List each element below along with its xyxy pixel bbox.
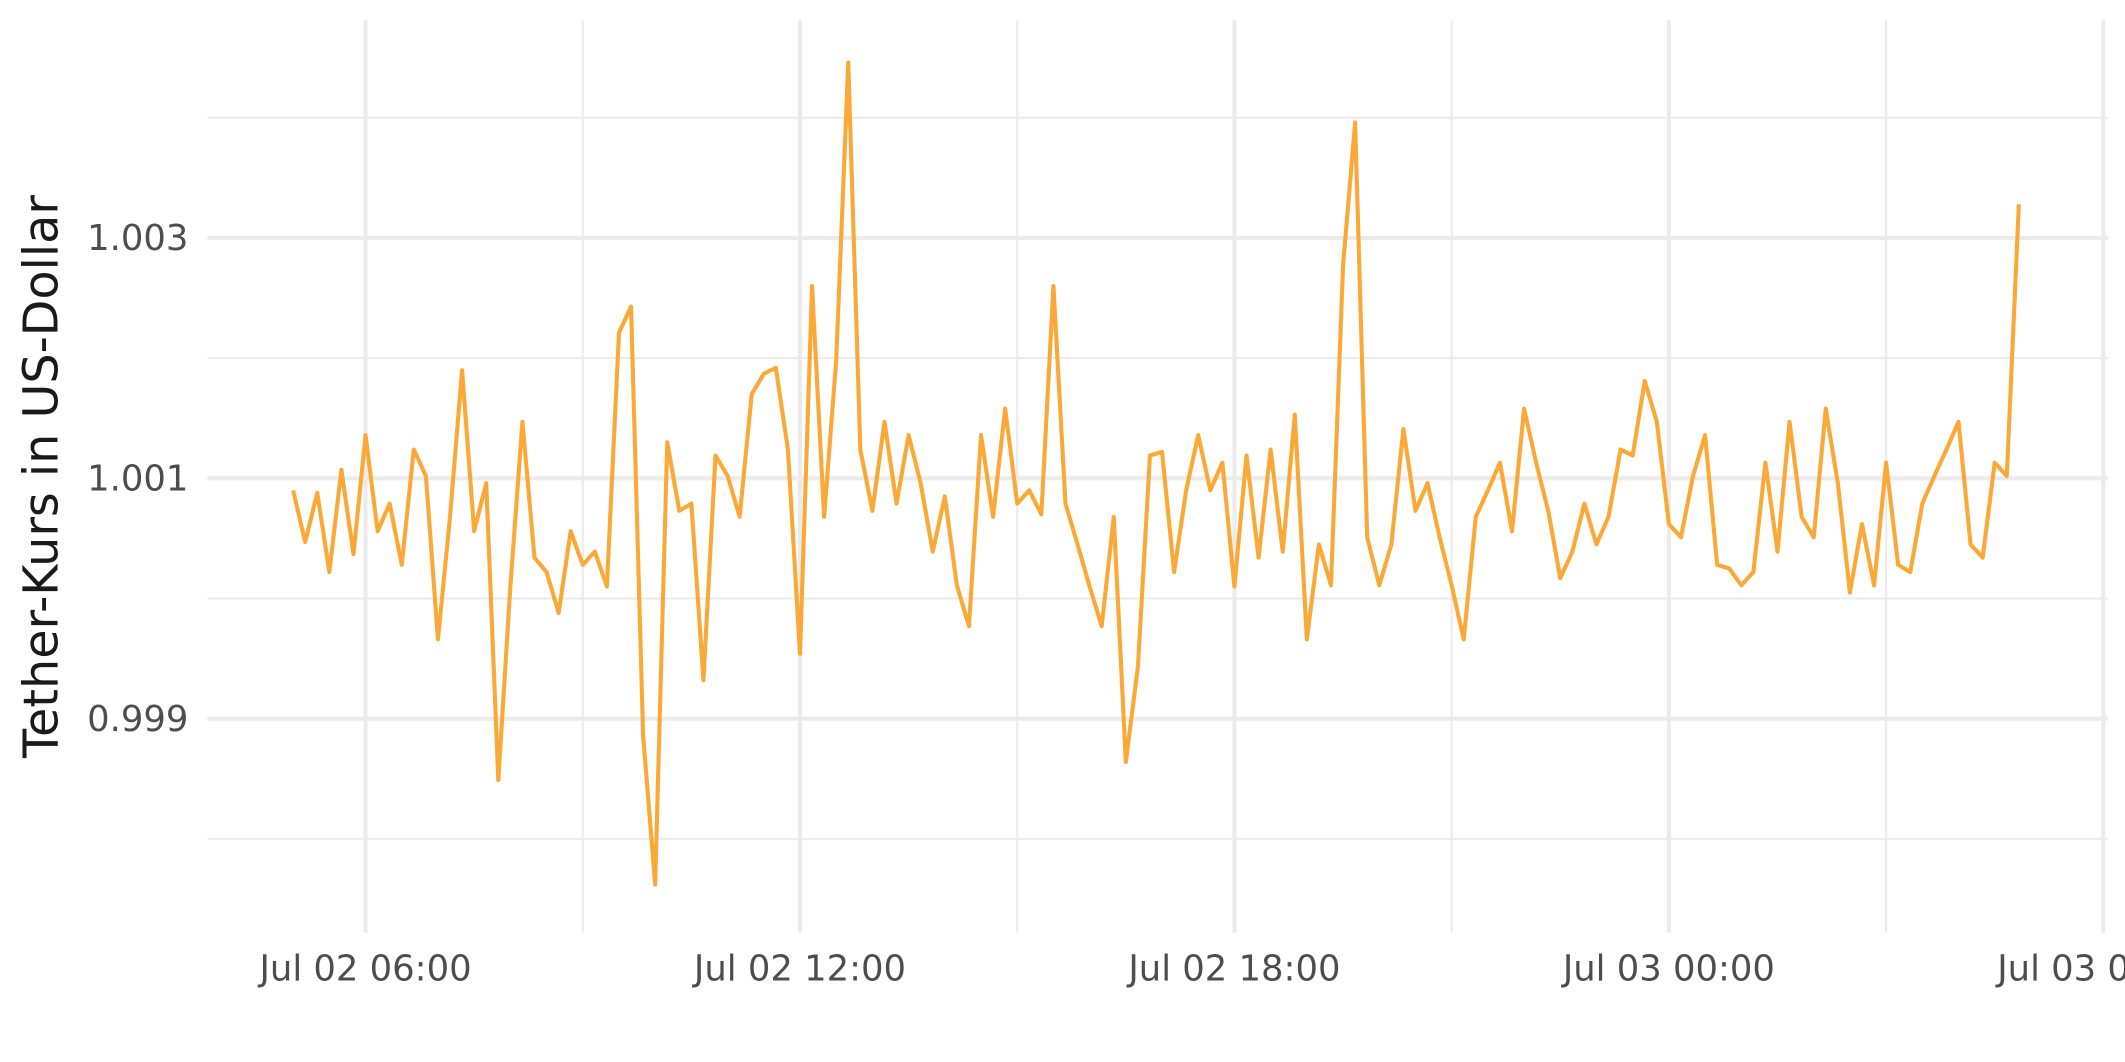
x-tick-label: Jul 02 12:00 — [692, 948, 906, 989]
x-tick-label: Jul 03 06:00 — [1995, 948, 2125, 989]
x-tick-label: Jul 03 00:00 — [1561, 948, 1775, 989]
y-tick-label: 1.001 — [87, 459, 188, 500]
x-tick-label: Jul 02 18:00 — [1126, 948, 1340, 989]
y-axis-title: Tether-Kurs in US-Dollar — [15, 195, 70, 759]
y-tick-label: 1.003 — [87, 218, 188, 259]
y-tick-label: 0.999 — [87, 699, 188, 740]
line — [291, 60, 2021, 887]
x-tick-label: Jul 02 06:00 — [257, 948, 471, 989]
